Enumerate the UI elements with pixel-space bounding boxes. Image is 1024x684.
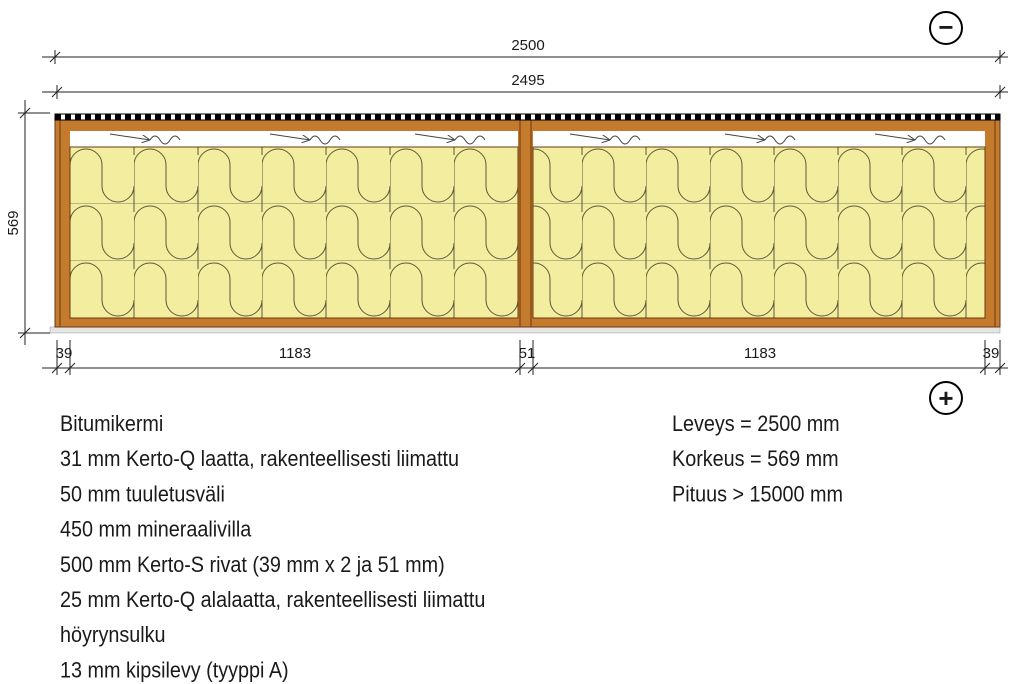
property-item: Pituus > 15000 mm xyxy=(672,482,843,506)
layer-item: höyrynsulku xyxy=(60,623,166,647)
dimension-label: 39 xyxy=(56,345,73,362)
plus-sign: + xyxy=(938,383,953,413)
layer-item: 450 mm mineraalivilla xyxy=(60,518,252,542)
layer-item: 25 mm Kerto-Q alalaatta, rakenteellisest… xyxy=(60,588,485,612)
layer-item: 50 mm tuuletusväli xyxy=(60,482,225,506)
layer-item: 500 mm Kerto-S rivat (39 mm x 2 ja 51 mm… xyxy=(60,553,445,577)
property-item: Korkeus = 569 mm xyxy=(672,447,839,471)
sign-circle xyxy=(929,381,963,415)
dimension-lines xyxy=(18,50,1008,375)
panel-section xyxy=(49,113,1001,334)
dimension-label: 39 xyxy=(983,345,1000,362)
layer-item: 31 mm Kerto-Q laatta, rakenteellisesti l… xyxy=(60,447,459,471)
dimension-label: 51 xyxy=(519,345,536,362)
sign-circle xyxy=(929,11,963,45)
minus-sign: − xyxy=(938,12,953,42)
dimension-label: 2495 xyxy=(511,72,544,89)
property-item: Leveys = 2500 mm xyxy=(672,412,840,436)
dimension-label: 2500 xyxy=(511,37,544,54)
dimension-label: 1183 xyxy=(279,345,311,362)
property-list: Leveys = 2500 mm Korkeus = 569 mm Pituus >… xyxy=(672,412,843,507)
layer-item: Bitumikermi xyxy=(60,412,163,436)
layer-item: 13 mm kipsilevy (tyyppi A) xyxy=(60,658,289,682)
dimension-label: 1183 xyxy=(744,345,776,362)
dimension-label: 569 xyxy=(5,210,22,235)
layer-list: Bitumikermi 31 mm Kerto-Q laatta, rakente… xyxy=(60,412,485,683)
